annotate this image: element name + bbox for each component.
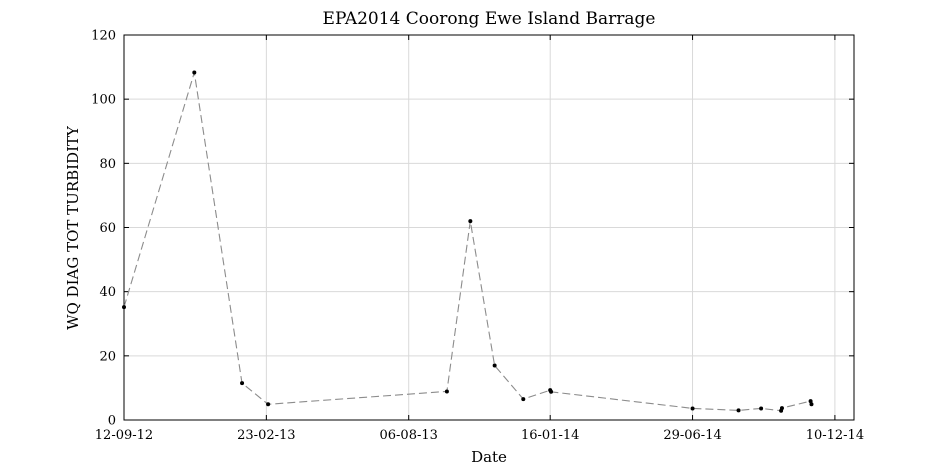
x-tick-label: 12-09-12 xyxy=(95,428,153,443)
data-point xyxy=(690,406,695,411)
y-tick-label: 0 xyxy=(108,414,116,429)
data-point xyxy=(492,363,497,368)
y-tick-label: 60 xyxy=(99,221,116,236)
data-point xyxy=(759,406,764,411)
chart-title: EPA2014 Coorong Ewe Island Barrage xyxy=(323,9,656,29)
data-point xyxy=(809,402,814,407)
y-axis-label: WQ DIAG TOT TURBIDITY xyxy=(64,125,82,330)
y-tick-label: 40 xyxy=(99,285,116,300)
data-point xyxy=(240,381,245,386)
data-point xyxy=(122,305,126,310)
y-tick-label: 80 xyxy=(99,157,116,172)
data-point xyxy=(266,402,271,407)
axis-ticks: 0 20 40 60 80 100 120 12-09-12 23-02-13 06-08-13 1… xyxy=(91,29,864,444)
data-point xyxy=(192,70,197,75)
series-line xyxy=(123,72,813,412)
data-point xyxy=(549,389,554,394)
data-point xyxy=(736,408,741,413)
data-point xyxy=(808,399,813,404)
data-point xyxy=(468,219,473,224)
x-tick-label: 16-01-14 xyxy=(521,428,579,443)
data-point xyxy=(779,406,784,411)
y-tick-label: 100 xyxy=(91,93,116,108)
y-tick-label: 120 xyxy=(91,29,116,44)
data-point xyxy=(444,389,449,394)
x-tick-label: 23-02-13 xyxy=(237,428,295,443)
y-tick-label: 20 xyxy=(99,349,116,364)
x-tick-label: 06-08-13 xyxy=(379,428,437,443)
grid xyxy=(123,35,854,420)
x-axis-label: Date xyxy=(471,448,507,466)
x-tick-label: 29-06-14 xyxy=(663,428,721,443)
data-series xyxy=(122,70,814,413)
data-point xyxy=(521,397,526,402)
x-tick-label: 10-12-14 xyxy=(806,428,864,443)
